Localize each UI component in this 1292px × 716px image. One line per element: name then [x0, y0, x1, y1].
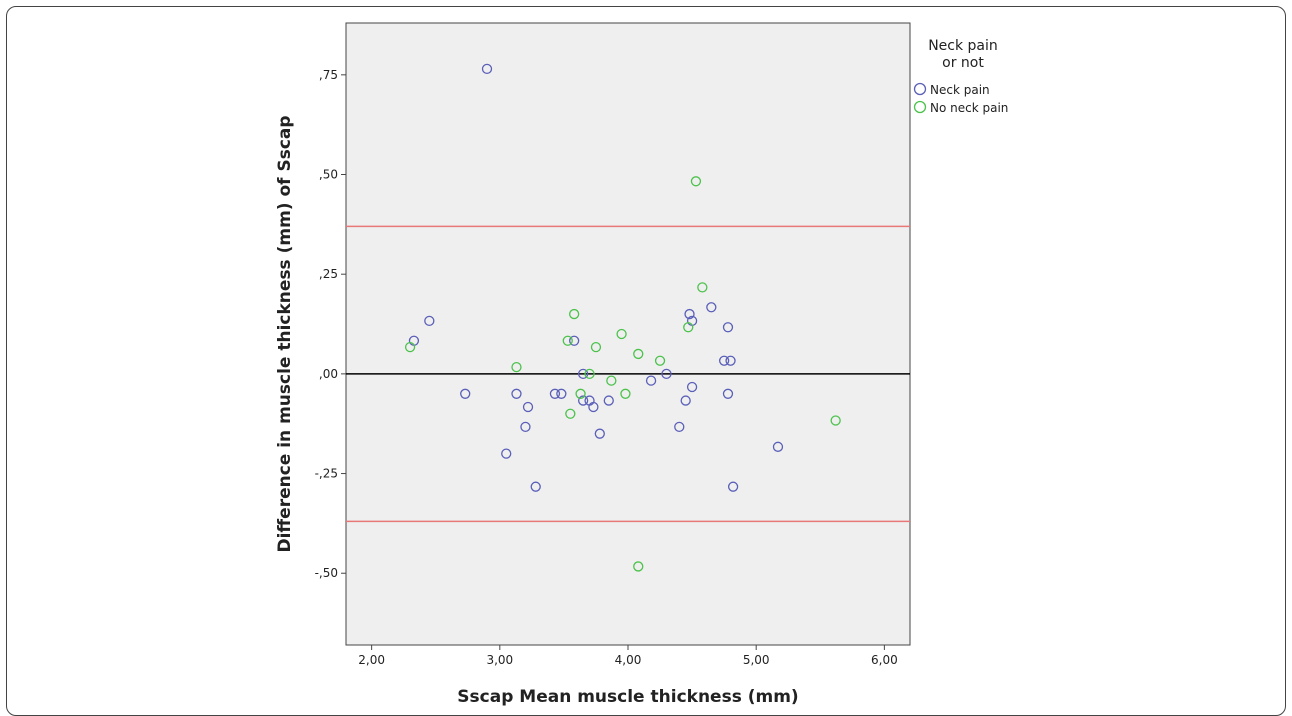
y-axis-ticks: ,75 ,50 ,25 ,00 -,25 -,50 [315, 68, 346, 580]
point-neck-pain [577, 368, 589, 380]
point-neck-pain [725, 355, 736, 366]
point-neck-pain [569, 335, 580, 346]
legend-title-line2: or not [942, 55, 984, 71]
point-neck-pain [680, 395, 691, 406]
point-neck-pain [718, 355, 730, 366]
x-axis-ticks: 2,00 3,00 4,00 5,00 6,00 [358, 645, 898, 667]
y-tick-label: ,00 [319, 367, 338, 381]
point-neck-pain [501, 448, 512, 459]
point-neck-pain [424, 315, 435, 326]
point-neck-pain [603, 395, 614, 406]
point-no-neck-pain [590, 342, 602, 353]
y-tick-label: -,25 [315, 467, 338, 481]
point-no-neck-pain [697, 282, 708, 293]
point-neck-pain [481, 63, 493, 75]
point-neck-pain [684, 308, 695, 320]
point-no-neck-pain [404, 342, 416, 353]
point-no-neck-pain [562, 335, 573, 346]
legend-label-neck-pain: Neck pain [930, 83, 990, 97]
point-neck-pain [674, 421, 685, 433]
reference-lines [346, 225, 910, 523]
point-neck-pain [522, 401, 534, 413]
point-neck-pain [722, 388, 734, 399]
point-neck-pain [460, 388, 471, 399]
point-neck-pain [645, 375, 657, 386]
point-no-neck-pain [690, 176, 702, 187]
x-tick-label: 3,00 [486, 653, 513, 667]
point-neck-pain [594, 428, 605, 439]
y-tick-label: ,50 [319, 168, 338, 182]
legend: Neck pain or not Neck pain No neck pain [913, 38, 1008, 115]
x-tick-label: 5,00 [743, 653, 770, 667]
point-neck-pain [722, 322, 734, 333]
y-tick-label: -,50 [315, 566, 338, 580]
point-no-neck-pain [511, 361, 522, 373]
point-no-neck-pain [569, 308, 580, 320]
data-points [404, 63, 841, 572]
y-axis-title: Difference in muscle thickness (mm) of S… [275, 115, 295, 552]
point-neck-pain [520, 421, 531, 433]
point-neck-pain [549, 388, 561, 399]
x-tick-label: 2,00 [358, 653, 385, 667]
point-neck-pain [556, 388, 567, 399]
legend-label-no-neck-pain: No neck pain [930, 101, 1008, 115]
legend-marker-neck-pain [913, 82, 927, 96]
point-neck-pain [686, 381, 698, 393]
point-neck-pain [530, 481, 541, 492]
point-no-neck-pain [584, 368, 595, 380]
point-neck-pain [577, 395, 589, 406]
point-no-neck-pain [565, 408, 576, 419]
x-tick-label: 6,00 [871, 653, 898, 667]
plot-background [345, 22, 911, 646]
point-no-neck-pain [606, 375, 617, 386]
y-tick-label: ,75 [319, 68, 338, 82]
point-no-neck-pain [575, 388, 586, 399]
point-neck-pain [511, 388, 522, 399]
legend-marker-no-neck-pain [913, 100, 927, 114]
point-no-neck-pain [830, 415, 841, 426]
point-no-neck-pain [620, 388, 631, 399]
point-neck-pain [727, 481, 739, 492]
point-no-neck-pain [654, 355, 666, 366]
x-tick-label: 4,00 [615, 653, 642, 667]
point-neck-pain [661, 368, 672, 380]
x-axis-title: Sscap Mean muscle thickness (mm) [457, 687, 798, 707]
y-tick-label: ,25 [319, 267, 338, 281]
legend-title-line1: Neck pain [928, 38, 998, 54]
point-no-neck-pain [633, 561, 644, 572]
point-no-neck-pain [683, 322, 694, 333]
point-neck-pain [772, 441, 784, 452]
point-neck-pain [706, 302, 717, 313]
point-no-neck-pain [633, 348, 644, 360]
point-no-neck-pain [616, 328, 627, 340]
point-neck-pain [588, 401, 599, 413]
